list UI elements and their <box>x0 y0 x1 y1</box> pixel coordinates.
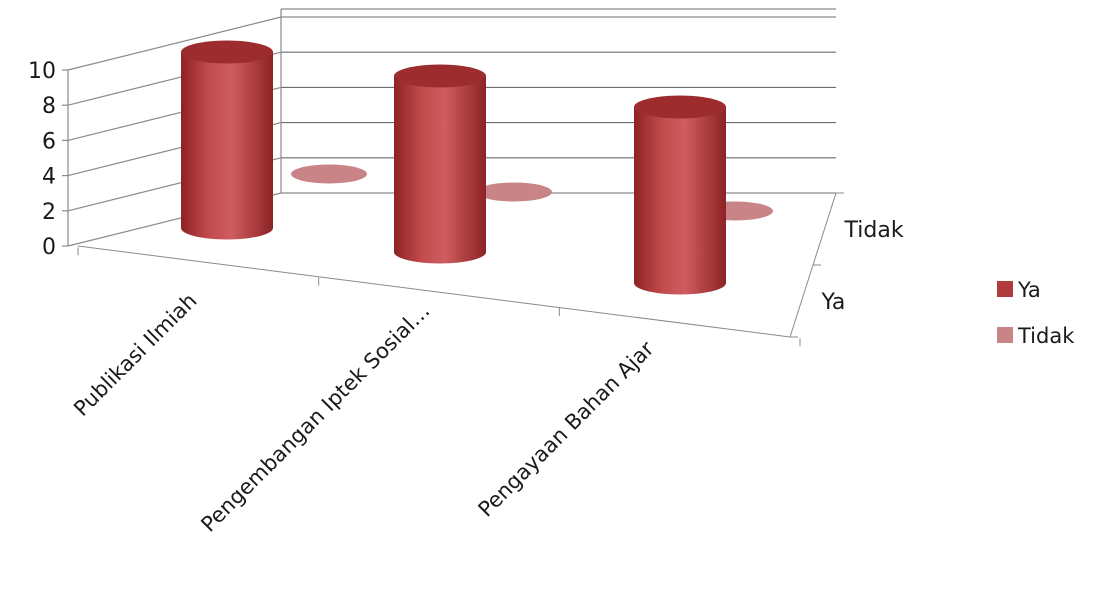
y-tick-label: 4 <box>42 165 56 190</box>
chart-legend: Ya Tidak <box>997 278 1075 348</box>
category-label: Pengayaan Bahan Ajar <box>474 336 659 521</box>
cylinder-body <box>394 76 487 264</box>
chart-axes <box>62 69 844 347</box>
cylinder-top <box>394 64 486 88</box>
y-tick-label: 8 <box>42 94 56 119</box>
legend-swatch <box>997 327 1013 343</box>
chart-bars <box>181 40 773 295</box>
cylinder-body <box>634 107 726 295</box>
y-tick-label: 0 <box>42 235 56 260</box>
bar-ya-2 <box>634 95 726 295</box>
legend-label: Tidak <box>1017 324 1075 348</box>
cylinder-body <box>181 52 273 240</box>
category-label: Publikasi Ilmiah <box>69 289 201 421</box>
y-tick-label: 6 <box>42 129 56 154</box>
cylinder-top <box>634 95 726 119</box>
category-axis <box>77 245 791 338</box>
category-label: Pengembangan Iptek Sosial… <box>196 299 434 537</box>
legend-swatch <box>997 281 1013 297</box>
side-wall-line <box>67 16 282 71</box>
depth-axis-label: Tidak <box>844 218 904 243</box>
bar-ya-0 <box>181 40 273 240</box>
y-tick-label: 2 <box>42 200 56 225</box>
back-wall-gridlines <box>67 8 836 247</box>
y-tick-label: 10 <box>28 59 56 84</box>
bar-tidak-0 <box>291 164 367 184</box>
bar-tidak-1 <box>476 182 552 202</box>
bar-ya-1 <box>394 64 487 264</box>
depth-axis-label: Ya <box>821 290 846 315</box>
cylinder-top <box>181 40 273 64</box>
legend-label: Ya <box>1017 278 1041 302</box>
